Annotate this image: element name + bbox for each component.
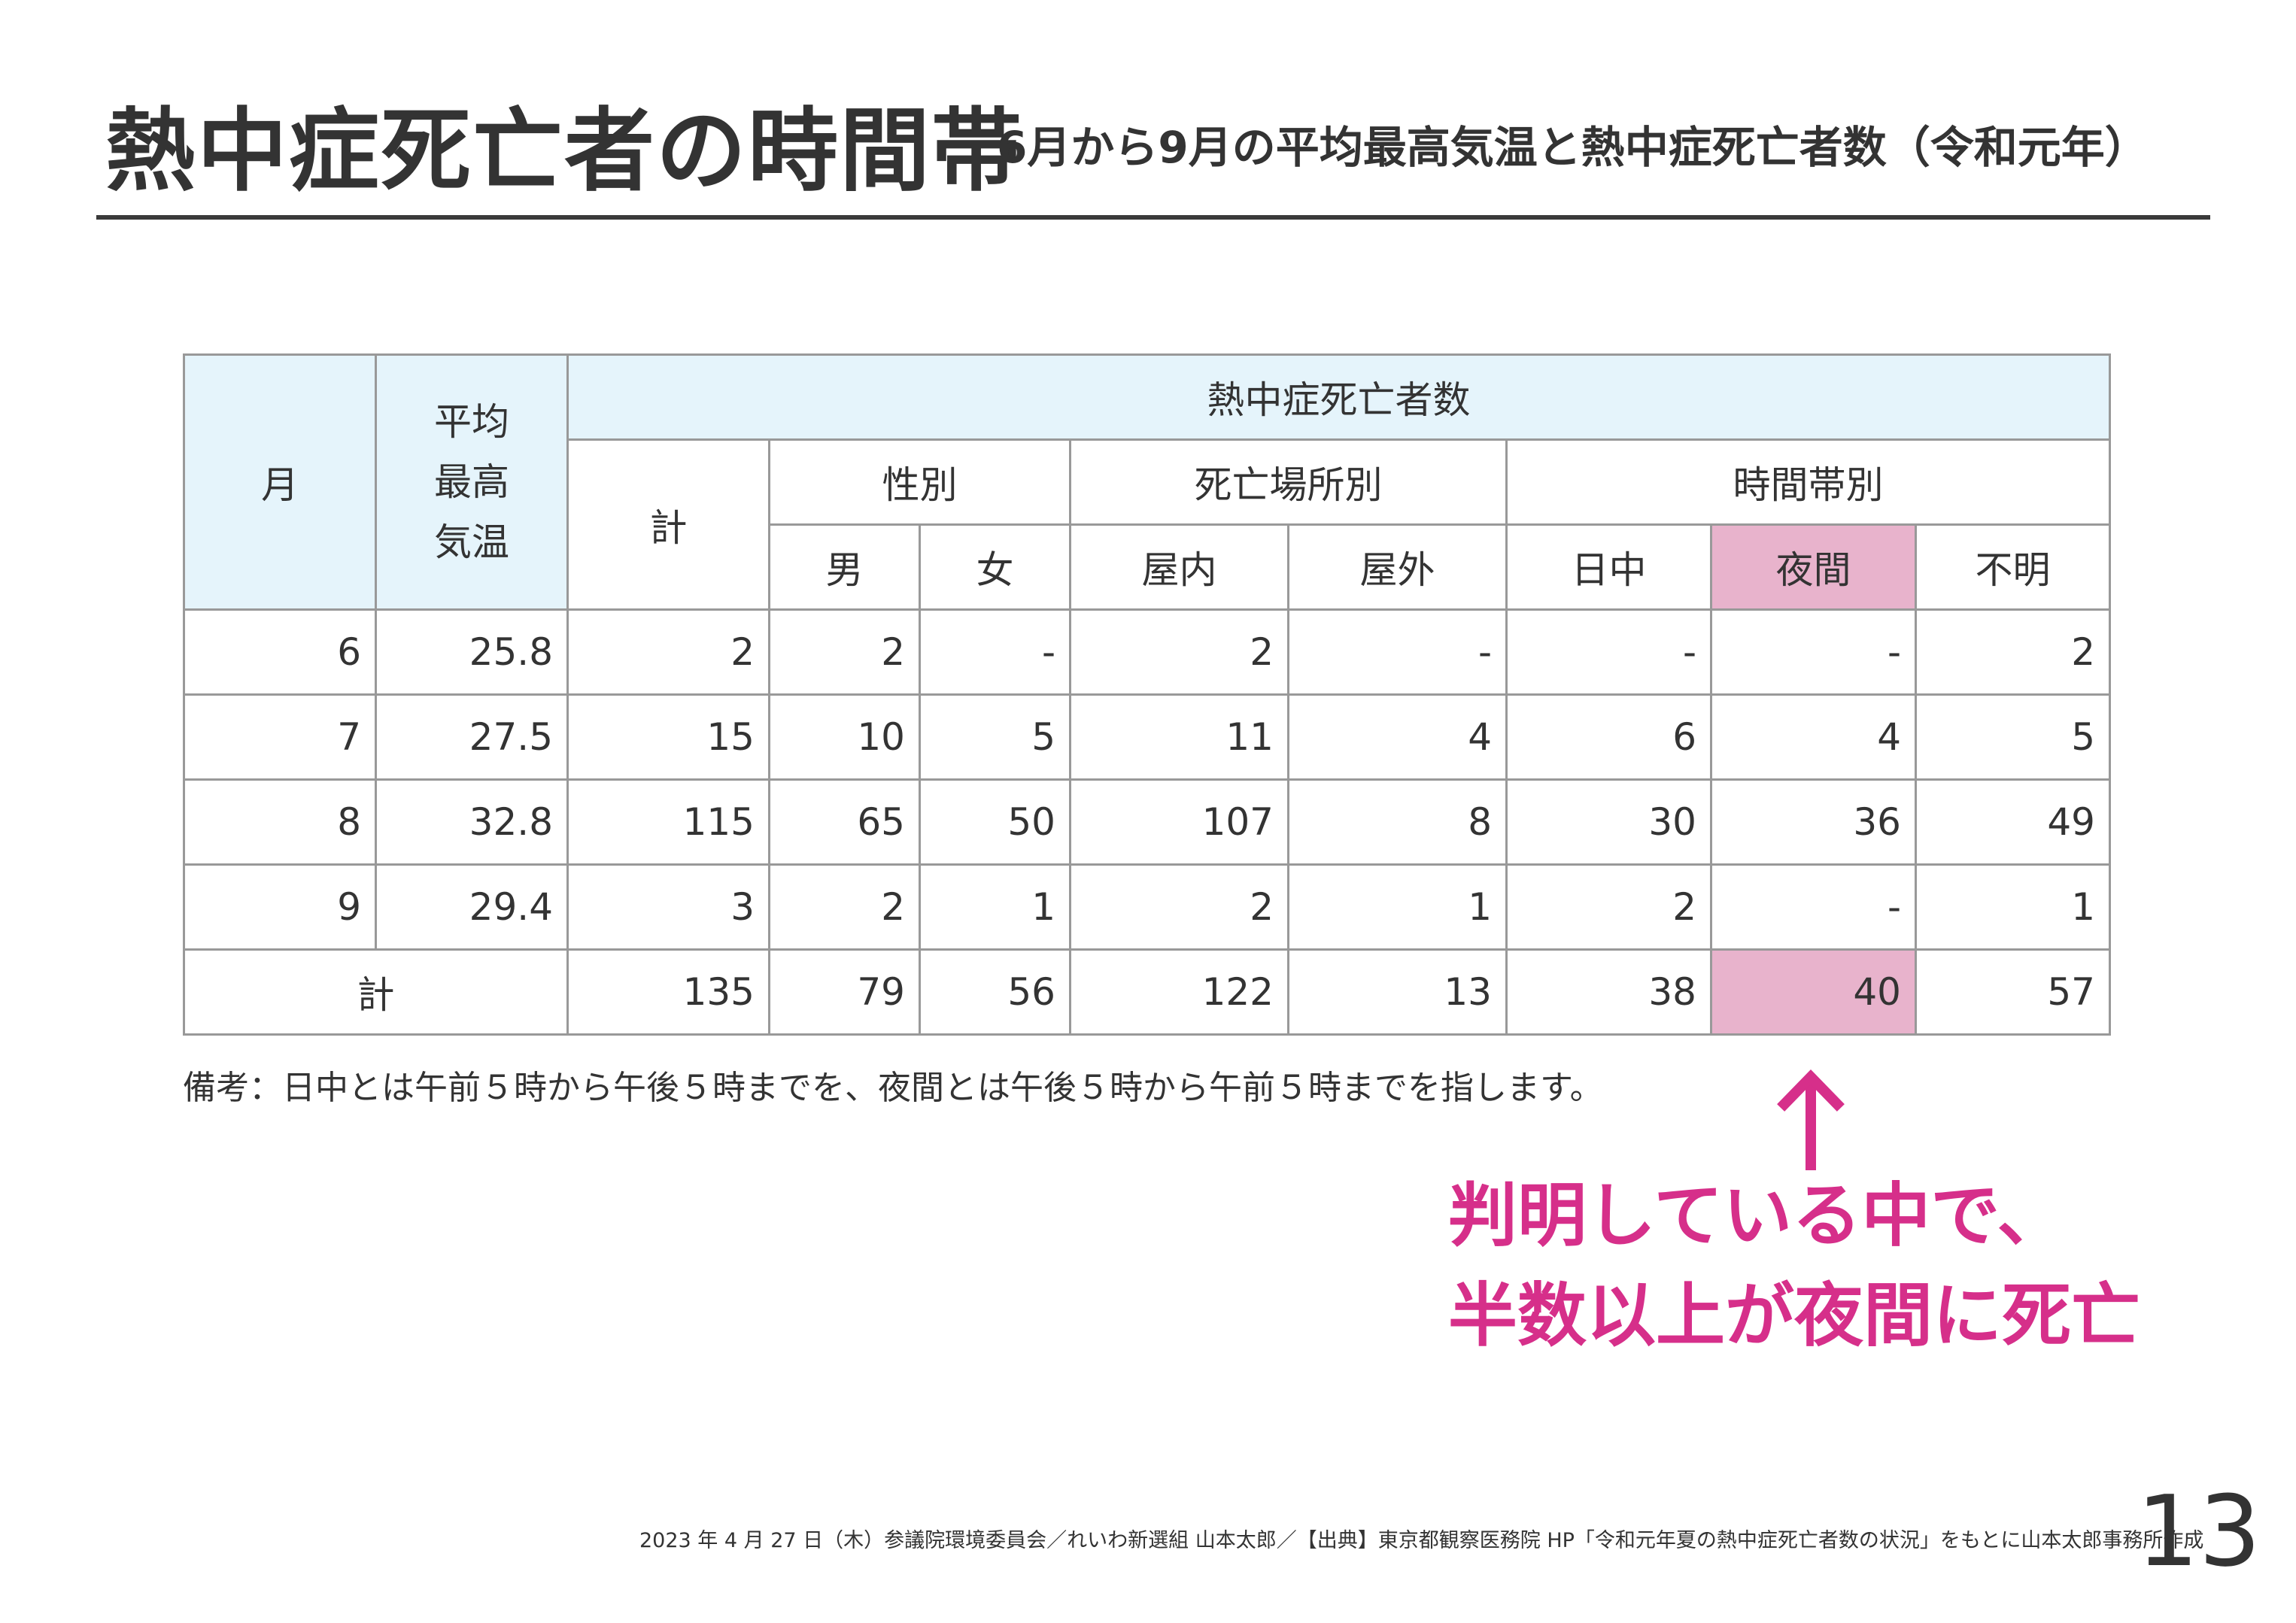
cell-daytime: 2 bbox=[1505, 863, 1712, 951]
cell-female: 5 bbox=[919, 693, 1071, 781]
cell-temp: 32.8 bbox=[375, 778, 569, 866]
cell-outdoor: 1 bbox=[1287, 863, 1508, 951]
table-row: 9 29.4 3 2 1 2 1 2 - 1 bbox=[183, 863, 2111, 951]
cell-total: 3 bbox=[566, 863, 770, 951]
header-temp-line-2: 最高 bbox=[434, 460, 509, 504]
header-total: 計 bbox=[566, 438, 770, 611]
cell-outdoor: 4 bbox=[1287, 693, 1508, 781]
page-number: 13 bbox=[2137, 1474, 2261, 1588]
header-by-place: 死亡場所別 bbox=[1069, 438, 1508, 526]
cell-month: 6 bbox=[183, 608, 377, 696]
cell-total: 15 bbox=[566, 693, 770, 781]
header-deaths-group: 熱中症死亡者数 bbox=[566, 353, 2111, 441]
cell-indoor: 2 bbox=[1069, 863, 1289, 951]
cell-female: 50 bbox=[919, 778, 1071, 866]
page-title: 熱中症死亡者の時間帯 bbox=[105, 99, 1023, 204]
title-divider bbox=[96, 215, 2210, 220]
cell-outdoor: 8 bbox=[1287, 778, 1508, 866]
cell-female: - bbox=[919, 608, 1071, 696]
cell-male: 2 bbox=[768, 863, 921, 951]
cell-night: 36 bbox=[1710, 778, 1917, 866]
source-footer: 2023 年 4 月 27 日（木）参議院環境委員会／れいわ新選組 山本太郎／【… bbox=[639, 1529, 2204, 1552]
header-indoor: 屋内 bbox=[1069, 523, 1289, 611]
header-male: 男 bbox=[768, 523, 921, 611]
cell-unknown: 49 bbox=[1915, 778, 2111, 866]
cell-month: 9 bbox=[183, 863, 377, 951]
cell-unknown: 1 bbox=[1915, 863, 2111, 951]
cell-female: 1 bbox=[919, 863, 1071, 951]
cell-male: 65 bbox=[768, 778, 921, 866]
cell-temp: 25.8 bbox=[375, 608, 569, 696]
total-cell-male: 79 bbox=[768, 948, 921, 1036]
total-cell-outdoor: 13 bbox=[1287, 948, 1508, 1036]
cell-total: 2 bbox=[566, 608, 770, 696]
cell-night: - bbox=[1710, 863, 1917, 951]
header-unknown: 不明 bbox=[1915, 523, 2111, 611]
callout-line-2: 半数以上が夜間に死亡 bbox=[1448, 1276, 2141, 1357]
header-month: 月 bbox=[183, 353, 377, 611]
cell-night: 4 bbox=[1710, 693, 1917, 781]
cell-male: 2 bbox=[768, 608, 921, 696]
header-by-sex: 性別 bbox=[768, 438, 1071, 526]
cell-indoor: 2 bbox=[1069, 608, 1289, 696]
cell-indoor: 107 bbox=[1069, 778, 1289, 866]
total-cell-night-highlight: 40 bbox=[1710, 948, 1917, 1036]
cell-indoor: 11 bbox=[1069, 693, 1289, 781]
table-row: 8 32.8 115 65 50 107 8 30 36 49 bbox=[183, 778, 2111, 866]
header-outdoor: 屋外 bbox=[1287, 523, 1508, 611]
total-cell-indoor: 122 bbox=[1069, 948, 1289, 1036]
header-daytime: 日中 bbox=[1505, 523, 1712, 611]
cell-month: 7 bbox=[183, 693, 377, 781]
header-temp-line-3: 気温 bbox=[434, 520, 509, 564]
page-subtitle: 6月から9月の平均最高気温と熱中症死亡者数（令和元年） bbox=[997, 122, 2149, 173]
cell-month: 8 bbox=[183, 778, 377, 866]
cell-outdoor: - bbox=[1287, 608, 1508, 696]
highlight-callout: 判明している中で、 半数以上が夜間に死亡 bbox=[1448, 1166, 2140, 1367]
cell-daytime: 6 bbox=[1505, 693, 1712, 781]
cell-temp: 27.5 bbox=[375, 693, 569, 781]
cell-daytime: 30 bbox=[1505, 778, 1712, 866]
total-row: 計 135 79 56 122 13 38 40 57 bbox=[183, 948, 2111, 1036]
cell-total: 115 bbox=[566, 778, 770, 866]
header-by-time: 時間帯別 bbox=[1505, 438, 2111, 526]
total-cell-total: 135 bbox=[566, 948, 770, 1036]
header-temp-line-1: 平均 bbox=[434, 400, 509, 444]
heatstroke-deaths-table: 月 平均 最高 気温 熱中症死亡者数 計 性別 死亡場所別 時間帯別 男 女 屋… bbox=[183, 353, 2111, 1036]
total-label: 計 bbox=[183, 948, 569, 1036]
cell-daytime: - bbox=[1505, 608, 1712, 696]
total-cell-female: 56 bbox=[919, 948, 1071, 1036]
header-avg-max-temp: 平均 最高 気温 bbox=[375, 353, 569, 611]
cell-unknown: 5 bbox=[1915, 693, 2111, 781]
table-note: 備考：日中とは午前５時から午後５時までを、夜間とは午後５時から午前５時までを指し… bbox=[183, 1069, 1603, 1107]
total-cell-daytime: 38 bbox=[1505, 948, 1712, 1036]
total-cell-unknown: 57 bbox=[1915, 948, 2111, 1036]
table-row: 6 25.8 2 2 - 2 - - - 2 bbox=[183, 608, 2111, 696]
cell-unknown: 2 bbox=[1915, 608, 2111, 696]
cell-temp: 29.4 bbox=[375, 863, 569, 951]
cell-night: - bbox=[1710, 608, 1917, 696]
cell-male: 10 bbox=[768, 693, 921, 781]
up-arrow-icon bbox=[1777, 1069, 1845, 1170]
header-female: 女 bbox=[919, 523, 1071, 611]
callout-line-1: 判明している中で、 bbox=[1448, 1176, 2067, 1256]
table-row: 7 27.5 15 10 5 11 4 6 4 5 bbox=[183, 693, 2111, 781]
header-night: 夜間 bbox=[1710, 523, 1917, 611]
